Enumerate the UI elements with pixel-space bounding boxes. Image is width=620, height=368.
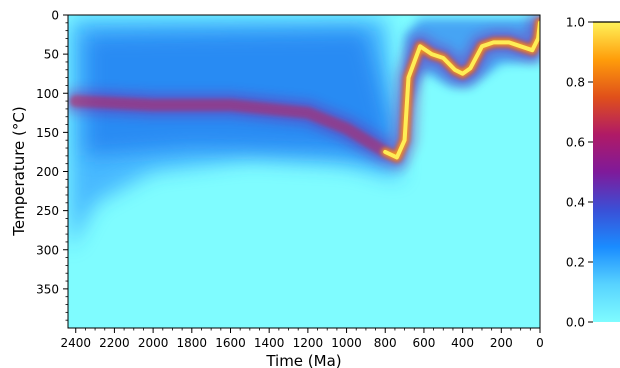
y-tick-label: 200: [36, 165, 59, 179]
y-tick-label: 350: [36, 282, 59, 296]
x-axis: 2400 2200 2000 1800 1600 1400 1200 1000 800 600 40…: [60, 328, 544, 350]
x-axis-label: Time (Ma): [265, 352, 341, 368]
colorbar-tick-label: 0.4: [566, 196, 585, 210]
colorbar-tick-label: 0.8: [566, 76, 585, 90]
y-tick-label: 250: [36, 204, 59, 218]
x-tick-label: 2400: [60, 336, 91, 350]
colorbar-tick-label: 1.0: [566, 16, 585, 30]
y-axis: 0 50 100 150 200 250 300 350: [36, 9, 68, 321]
y-axis-label: Temperature (°C): [10, 106, 28, 236]
x-tick-label: 2200: [99, 336, 130, 350]
colorbar-ticks: 0.0 0.2 0.4 0.6 0.8 1.0: [566, 16, 593, 330]
x-tick-label: 200: [490, 336, 513, 350]
x-tick-label: 1200: [293, 336, 324, 350]
y-tick-label: 50: [44, 48, 59, 62]
x-tick-label: 1000: [331, 336, 362, 350]
x-tick-label: 2000: [138, 336, 169, 350]
x-tick-label: 1600: [215, 336, 246, 350]
x-tick-label: 600: [412, 336, 435, 350]
colorbar-tick-label: 0.6: [566, 136, 585, 150]
colorbar-tick-label: 0.2: [566, 256, 585, 270]
x-tick-label: 1800: [177, 336, 208, 350]
density-layer: [68, 15, 540, 250]
colorbar-gradient: [593, 22, 620, 322]
y-tick-label: 0: [51, 9, 59, 23]
plot-area: [67, 14, 541, 329]
x-tick-label: 400: [451, 336, 474, 350]
colorbar: 0.0 0.2 0.4 0.6 0.8 1.0: [566, 16, 620, 330]
colorbar-tick-label: 0.0: [566, 316, 585, 330]
y-tick-label: 100: [36, 87, 59, 101]
density-ridge-peak: [383, 20, 540, 160]
x-tick-label: 800: [374, 336, 397, 350]
y-tick-label: 150: [36, 126, 59, 140]
x-tick-label: 0: [536, 336, 544, 350]
y-tick-label: 300: [36, 243, 59, 257]
x-tick-label: 1400: [254, 336, 285, 350]
